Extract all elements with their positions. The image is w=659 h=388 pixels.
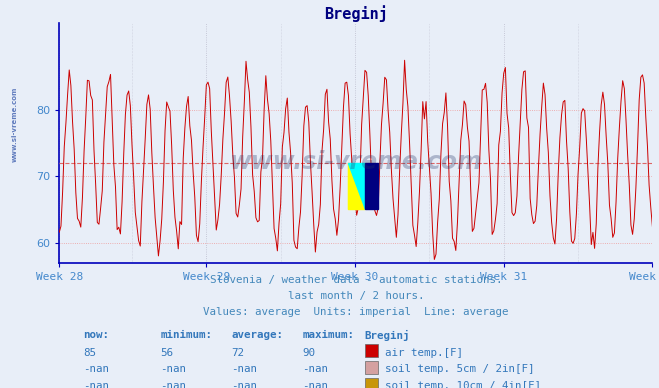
Text: Values: average  Units: imperial  Line: average: Values: average Units: imperial Line: av… xyxy=(203,307,509,317)
Text: -nan: -nan xyxy=(83,364,109,374)
Bar xyxy=(365,344,378,357)
Text: www.si-vreme.com: www.si-vreme.com xyxy=(229,150,482,174)
Text: minimum:: minimum: xyxy=(160,330,212,340)
Text: Slovenia / weather data - automatic stations.: Slovenia / weather data - automatic stat… xyxy=(210,275,502,285)
Polygon shape xyxy=(349,163,365,210)
Polygon shape xyxy=(349,163,365,210)
Text: -nan: -nan xyxy=(231,364,257,374)
Bar xyxy=(365,378,378,388)
Text: 85: 85 xyxy=(83,348,96,358)
Text: maximum:: maximum: xyxy=(302,330,355,340)
Bar xyxy=(365,361,378,374)
Text: www.si-vreme.com: www.si-vreme.com xyxy=(11,87,18,162)
Text: 56: 56 xyxy=(160,348,173,358)
Text: last month / 2 hours.: last month / 2 hours. xyxy=(287,291,424,301)
Text: now:: now: xyxy=(83,330,109,340)
Text: -nan: -nan xyxy=(160,381,186,388)
Text: average:: average: xyxy=(231,330,283,340)
Text: 72: 72 xyxy=(231,348,244,358)
Title: Breginj: Breginj xyxy=(324,5,387,22)
Text: air temp.[F]: air temp.[F] xyxy=(385,348,463,358)
Bar xyxy=(365,163,378,210)
Text: soil temp. 10cm / 4in[F]: soil temp. 10cm / 4in[F] xyxy=(385,381,541,388)
Text: -nan: -nan xyxy=(302,381,328,388)
Text: Breginj: Breginj xyxy=(365,330,411,341)
Text: -nan: -nan xyxy=(231,381,257,388)
Text: 90: 90 xyxy=(302,348,316,358)
Text: soil temp. 5cm / 2in[F]: soil temp. 5cm / 2in[F] xyxy=(385,364,534,374)
Text: -nan: -nan xyxy=(83,381,109,388)
Text: -nan: -nan xyxy=(302,364,328,374)
Text: -nan: -nan xyxy=(160,364,186,374)
